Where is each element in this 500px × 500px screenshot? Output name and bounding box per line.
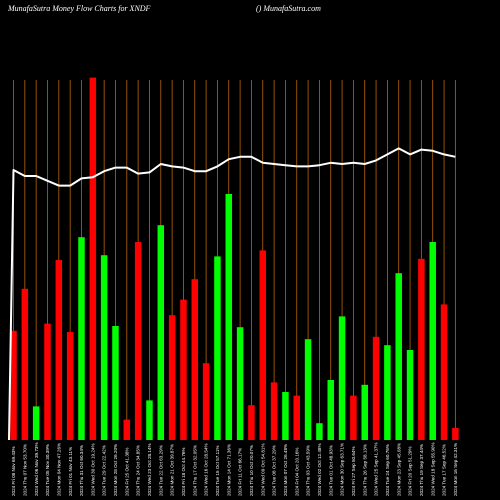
x-tick-label: 2024 Mon 30 Sep 63.71% xyxy=(340,443,345,496)
x-tick-labels: 2024 Fri 08 Nov 69.43% 2024 Thu 07 Nov 53… xyxy=(11,442,458,496)
x-tick-label: 2024 Wed 09 Oct 54.81% xyxy=(260,443,265,496)
x-tick-label: 2024 Mon 07 Oct 26.48% xyxy=(283,444,288,496)
x-tick-label: 2024 Fri 27 Sep 50.64% xyxy=(351,446,356,496)
x-tick-label: 2024 Thu 17 Oct 32.05% xyxy=(192,445,197,496)
x-tick-label: 2024 Tue 01 Oct 48.93% xyxy=(328,445,333,496)
chart-title: MunafaSutra Money Flow Charts for XNDF xyxy=(8,4,151,13)
x-tick-label: 2024 Tue 29 Oct 22.42% xyxy=(102,445,107,496)
x-tick-label: 2024 Tue 24 Sep 60.76% xyxy=(385,444,390,496)
site-credit: () MunafaSutra.com xyxy=(256,4,321,13)
x-tick-label: 2024 Tue 08 Oct 37.29% xyxy=(272,445,277,496)
money-flow-bar xyxy=(429,242,436,440)
x-tick-label: 2024 Mon 28 Oct 26.20% xyxy=(113,444,118,496)
money-flow-bar xyxy=(452,428,459,440)
money-flow-bar xyxy=(293,395,300,440)
money-flow-bar xyxy=(316,423,323,440)
money-flow-bar xyxy=(123,419,131,440)
x-tick-label: 2024 Wed 02 Oct 12.48% xyxy=(317,443,322,496)
x-tick-label: 2024 Mon 21 Oct 39.87% xyxy=(170,444,175,496)
x-tick-label: 2024 Mon 14 Oct 71.36% xyxy=(226,444,231,496)
money-flow-bar xyxy=(89,77,97,440)
x-tick-label: 2024 Wed 06 Nov 39.73% xyxy=(34,442,39,496)
x-tick-label: 2024 Wed 30 Oct 19.24% xyxy=(90,443,95,496)
bars xyxy=(10,77,459,440)
x-tick-label: 2024 Tue 22 Oct 63.29% xyxy=(158,445,163,496)
money-flow-bar xyxy=(395,273,402,440)
money-flow-bar xyxy=(191,279,199,440)
x-tick-label: 2024 Thu 03 Oct 43.59% xyxy=(306,445,311,496)
money-flow-bar xyxy=(134,242,142,440)
x-tick-label: 2024 Wed 16 Oct 28.54% xyxy=(204,443,209,496)
money-flow-bar xyxy=(112,326,119,440)
x-tick-label: 2024 Tue 15 Oct 57.11% xyxy=(215,446,220,496)
money-flow-bar xyxy=(225,194,233,440)
x-tick-label: 2024 Wed 23 Oct 28.14% xyxy=(147,443,152,496)
money-flow-bar xyxy=(350,395,357,440)
money-flow-bar xyxy=(304,339,312,440)
money-flow-bar xyxy=(372,336,380,440)
x-tick-label: 2024 Thu 24 Oct 34.85% xyxy=(136,445,141,496)
money-flow-bar xyxy=(270,382,278,440)
x-tick-label: 2024 Wed 18 Sep 55.90% xyxy=(430,442,435,496)
x-tick-label: 2024 Tue 05 Nov 30.39% xyxy=(45,444,50,496)
x-tick-label: 2024 Mon 16 Sep 42.31% xyxy=(453,443,458,496)
money-flow-bar xyxy=(202,363,210,440)
money-flow-bar xyxy=(440,304,448,440)
money-flow-bar xyxy=(21,288,29,440)
money-flow-bar xyxy=(10,330,17,440)
money-flow-bar xyxy=(259,250,267,440)
money-flow-bar xyxy=(168,315,176,440)
money-flow-bar xyxy=(236,327,244,440)
money-flow-bar xyxy=(384,345,391,440)
x-tick-label: 2024 Mon 04 Nov 47.26% xyxy=(56,443,61,496)
x-tick-label: 2024 Wed 25 Sep 41.37% xyxy=(374,442,379,496)
money-flow-bar xyxy=(66,332,74,440)
money-flow-bar xyxy=(55,260,63,440)
money-flow-bar xyxy=(100,255,108,440)
x-tick-label: 2024 Fri 25 Oct 41.38% xyxy=(124,447,129,496)
money-flow-bar xyxy=(78,237,85,440)
money-flow-bar xyxy=(44,323,51,440)
x-tick-label: 2024 Fri 08 Nov 69.43% xyxy=(11,446,16,496)
money-flow-bar xyxy=(418,258,425,440)
trend-line-group xyxy=(8,147,456,441)
x-tick-label: 2024 Fri 04 Oct 20.16% xyxy=(294,447,299,496)
money-flow-bar xyxy=(32,406,40,440)
money-flow-bar xyxy=(361,384,368,440)
money-flow-bar xyxy=(327,380,334,440)
money-flow-bar xyxy=(406,350,414,440)
trend-line xyxy=(8,147,456,441)
money-flow-bar xyxy=(338,316,346,440)
x-tick-label: 2024 Fri 18 Oct 44.76% xyxy=(181,447,186,496)
money-flow-bar xyxy=(180,299,187,440)
money-flow-bar xyxy=(248,405,255,440)
x-tick-label: 2024 Thu 07 Nov 53.70% xyxy=(22,444,27,496)
x-tick-label: 2024 Thu 19 Sep 37.44% xyxy=(419,444,424,496)
money-flow-bar xyxy=(146,400,153,440)
x-tick-label: 2024 Fri 20 Sep 51.29% xyxy=(408,446,413,496)
x-tick-label: 2024 Tue 17 Sep 46.52% xyxy=(442,444,447,496)
x-tick-label: 2024 Mon 23 Sep 45.08% xyxy=(396,443,401,496)
x-tick-label: 2024 Fri 01 Nov 43.11% xyxy=(68,447,73,496)
money-flow-bar xyxy=(157,225,165,440)
x-tick-label: 2024 Thu 31 Oct 60.34% xyxy=(79,445,84,496)
x-tick-label: 2024 Thu 26 Sep 58.13% xyxy=(362,444,367,496)
x-tick-label: 2024 Thu 10 Oct 20.07% xyxy=(249,445,254,496)
money-flow-bar xyxy=(282,392,289,440)
money-flow-bar xyxy=(214,256,221,440)
x-tick-label: 2024 Fri 11 Oct 66.17% xyxy=(238,448,243,496)
